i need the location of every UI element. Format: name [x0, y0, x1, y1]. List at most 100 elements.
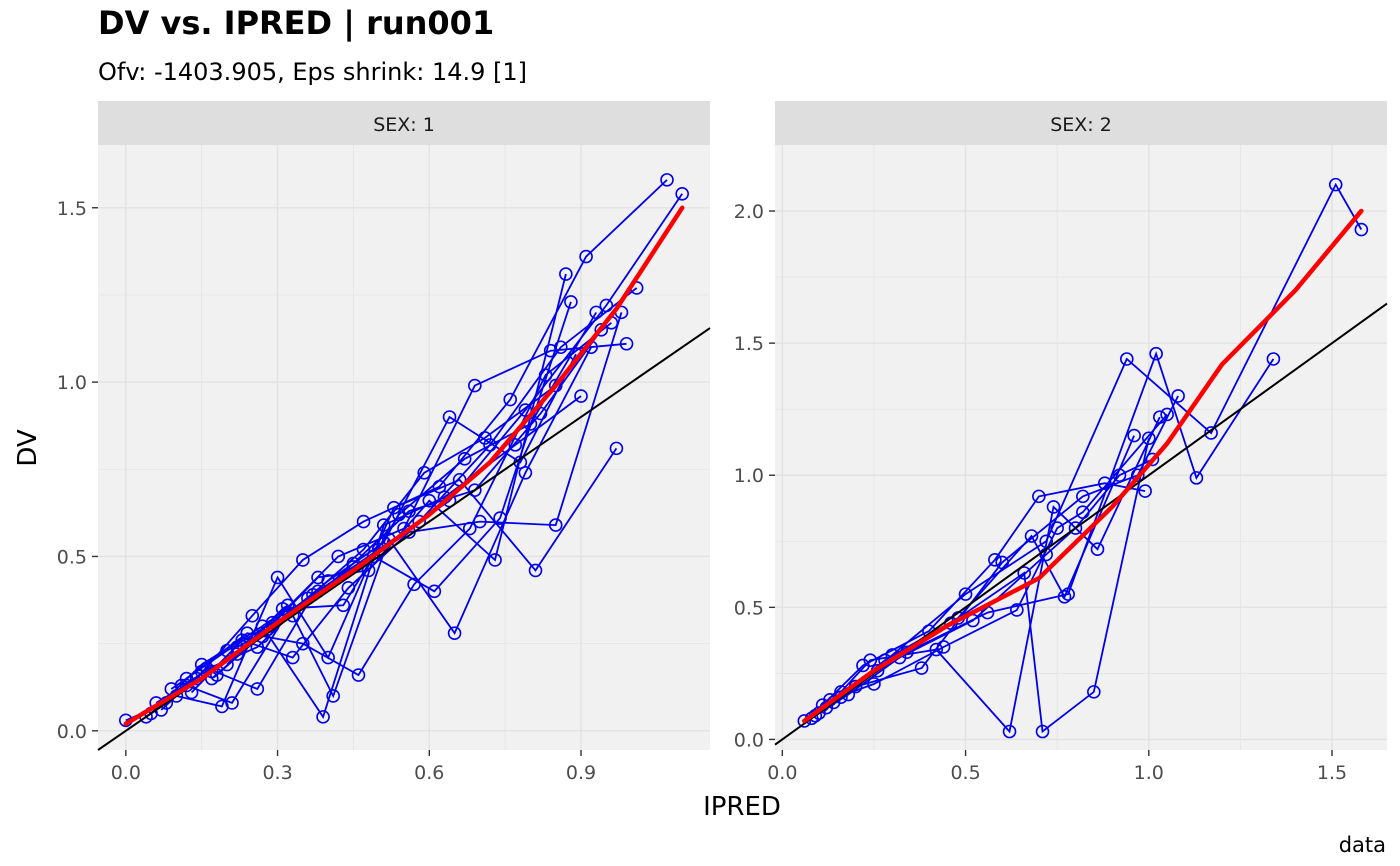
series-line — [145, 287, 638, 718]
y-tick-label: 1.5 — [734, 333, 764, 355]
x-tick-label: 0.3 — [262, 762, 292, 784]
data-point — [336, 598, 351, 613]
smooth-line — [123, 205, 685, 727]
panel-background — [775, 145, 1387, 750]
data-point — [1112, 468, 1127, 483]
data-point — [609, 441, 624, 456]
data-point — [1354, 222, 1369, 237]
strip-background — [775, 101, 1387, 145]
series-line — [150, 395, 582, 719]
data-point — [1171, 389, 1185, 403]
chart-title: DV vs. IPRED | run001 — [98, 4, 494, 43]
x-tick-label: 1.5 — [1317, 762, 1347, 784]
data-point — [321, 650, 335, 665]
data-point — [797, 714, 812, 728]
data-point — [457, 452, 472, 466]
caption: data — [1339, 833, 1386, 857]
data-point — [351, 668, 366, 682]
x-tick-label: 0.0 — [767, 762, 797, 784]
data-point — [503, 392, 518, 407]
data-point — [250, 682, 265, 696]
data-point — [579, 249, 593, 264]
data-point — [296, 553, 310, 567]
data-point — [442, 410, 457, 424]
data-point — [1149, 346, 1163, 361]
y-tick-label: 0.0 — [57, 721, 87, 743]
data-point — [660, 173, 674, 187]
data-point — [245, 608, 260, 623]
y-tick-label: 0.5 — [57, 546, 87, 568]
data-point — [1046, 500, 1061, 514]
panel-background — [98, 145, 710, 750]
data-point — [543, 343, 558, 358]
data-point — [988, 552, 1002, 567]
data-point — [376, 518, 391, 532]
data-point — [387, 500, 401, 515]
data-point — [1138, 484, 1152, 498]
data-point — [468, 378, 482, 393]
facet-strip-label: SEX: 2 — [1050, 114, 1112, 136]
data-point — [1087, 685, 1101, 699]
data-point — [407, 577, 421, 592]
data-point — [462, 521, 477, 536]
data-point — [447, 626, 462, 640]
data-point — [1141, 431, 1156, 446]
series-line — [170, 342, 627, 690]
y-tick-label: 1.0 — [734, 465, 764, 487]
data-point — [1002, 724, 1017, 739]
x-axis-label: IPRED — [703, 792, 781, 822]
data-point — [936, 640, 951, 654]
data-point — [564, 295, 578, 309]
data-point — [1098, 476, 1112, 490]
data-point — [1032, 489, 1046, 504]
data-point — [559, 267, 573, 281]
y-tick-label: 1.0 — [57, 372, 87, 394]
data-point — [356, 514, 371, 529]
y-tick-label: 1.5 — [57, 198, 87, 220]
data-point — [589, 305, 603, 320]
series-line — [821, 482, 1146, 706]
data-point — [326, 689, 340, 703]
data-point — [1050, 521, 1064, 535]
data-point — [1204, 426, 1218, 440]
strip-background — [98, 101, 710, 145]
data-point — [483, 438, 497, 452]
data-point — [427, 584, 442, 599]
y-axis-label: DV — [13, 429, 43, 467]
x-tick-label: 0.6 — [414, 762, 444, 784]
data-point — [215, 699, 229, 714]
data-point — [508, 438, 523, 452]
data-point — [914, 661, 929, 675]
series-line — [176, 447, 618, 708]
data-point — [856, 658, 870, 673]
facet-strip-label: SEX: 1 — [373, 114, 435, 136]
series-line — [201, 384, 557, 673]
data-point — [1266, 352, 1281, 366]
y-tick-label: 0.0 — [734, 729, 764, 751]
data-point — [675, 187, 689, 201]
data-point — [1145, 452, 1160, 467]
data-point — [1090, 542, 1105, 557]
data-point — [1068, 521, 1083, 535]
x-tick-label: 1.0 — [1134, 762, 1164, 784]
x-tick-label: 0.0 — [111, 762, 141, 784]
data-point — [422, 493, 437, 508]
data-point — [1024, 529, 1039, 543]
data-point — [619, 336, 634, 351]
data-point — [548, 518, 563, 532]
data-point — [1127, 428, 1141, 443]
data-point — [179, 671, 194, 686]
data-point — [402, 504, 416, 518]
data-point — [296, 636, 310, 651]
data-point — [270, 570, 285, 585]
facet-panel-sex-2: SEX: 2 0.0 0.5 1.0 1.5 0.0 0.5 1.0 1.5 2.0 — [734, 101, 1388, 784]
data-point — [1189, 471, 1204, 485]
data-point — [958, 587, 973, 601]
data-point — [594, 323, 609, 337]
data-point — [275, 601, 290, 616]
facet-panel-sex-1: SEX: 1 0.0 0.3 0.6 0.9 0.0 0.5 1.0 1.5 — [57, 101, 711, 784]
data-point — [1017, 566, 1031, 580]
data-point — [488, 553, 502, 567]
x-tick-label: 0.9 — [566, 762, 596, 784]
